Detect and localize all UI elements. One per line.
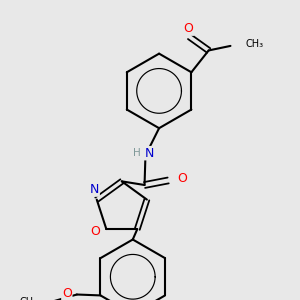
Text: H: H bbox=[134, 148, 141, 158]
Text: CH₃: CH₃ bbox=[19, 297, 37, 300]
Text: O: O bbox=[62, 287, 72, 300]
Text: N: N bbox=[144, 147, 154, 160]
Text: CH₃: CH₃ bbox=[245, 39, 264, 49]
Text: O: O bbox=[177, 172, 187, 185]
Text: O: O bbox=[184, 22, 194, 35]
Text: N: N bbox=[90, 183, 99, 196]
Text: O: O bbox=[90, 225, 100, 238]
